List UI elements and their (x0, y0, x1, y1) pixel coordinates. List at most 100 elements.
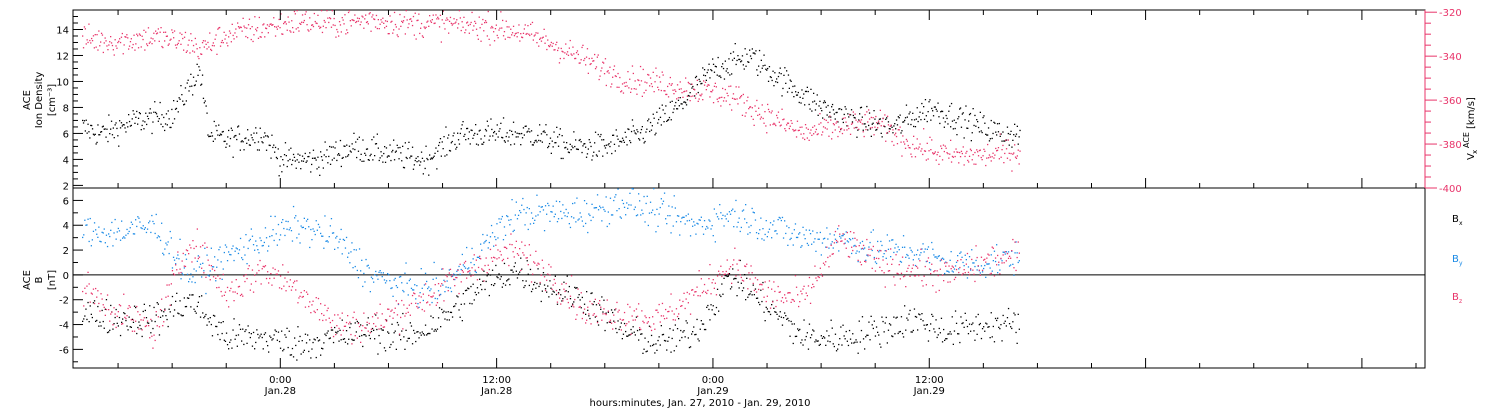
data-point (195, 270, 197, 272)
data-point (862, 244, 865, 247)
data-point (151, 335, 153, 337)
data-point (797, 328, 799, 330)
data-point (585, 156, 588, 158)
data-point (853, 342, 855, 344)
data-point (228, 30, 231, 32)
data-point (237, 286, 240, 288)
data-point (290, 230, 293, 232)
data-point (842, 117, 844, 119)
data-point (238, 27, 241, 29)
data-point (266, 24, 269, 26)
data-point (888, 240, 891, 242)
data-point (669, 76, 671, 79)
data-point (226, 260, 229, 262)
data-point (782, 317, 785, 319)
data-point (289, 227, 291, 229)
data-point (533, 35, 535, 37)
data-point (142, 310, 144, 313)
data-point (971, 258, 973, 261)
data-point (197, 55, 199, 58)
data-point (908, 313, 910, 315)
data-point (258, 337, 260, 339)
data-point (900, 132, 902, 134)
data-point (548, 263, 550, 266)
data-point (168, 118, 170, 120)
data-point (786, 318, 788, 320)
data-point (324, 141, 326, 143)
data-point (986, 134, 988, 136)
data-point (749, 106, 752, 108)
data-point (662, 109, 664, 111)
data-point (156, 325, 158, 327)
data-point (997, 254, 999, 257)
data-point (581, 46, 583, 49)
data-point (650, 211, 653, 214)
data-point (869, 241, 871, 244)
data-point (111, 311, 113, 313)
data-point (552, 284, 554, 286)
data-point (968, 120, 970, 122)
data-point (952, 266, 954, 268)
data-point (337, 31, 339, 33)
data-point (481, 288, 483, 291)
data-point (534, 34, 536, 36)
data-point (274, 35, 277, 37)
data-point (843, 113, 845, 116)
data-point (710, 304, 712, 306)
data-point (433, 22, 435, 25)
data-point (474, 269, 476, 271)
data-point (667, 85, 669, 88)
data-point (985, 261, 987, 263)
data-point (226, 42, 228, 44)
data-point (143, 29, 145, 31)
data-point (216, 287, 218, 289)
data-point (818, 105, 820, 107)
data-point (153, 223, 155, 225)
data-point (295, 215, 297, 217)
data-point (124, 127, 126, 129)
data-point (575, 148, 578, 150)
data-point (464, 133, 466, 136)
data-point (305, 291, 308, 293)
data-point (430, 315, 432, 317)
data-point (243, 25, 245, 27)
data-point (169, 311, 171, 313)
data-point (660, 124, 662, 126)
data-point (222, 42, 224, 44)
data-point (259, 127, 261, 129)
data-point (815, 277, 817, 279)
data-point (122, 237, 124, 239)
data-point (514, 247, 516, 249)
data-point (579, 62, 581, 64)
data-point (984, 150, 986, 152)
data-point (791, 298, 793, 301)
tick-label: -320 (1439, 8, 1462, 19)
data-point (190, 247, 192, 249)
data-point (135, 116, 137, 118)
data-point (161, 45, 163, 48)
data-point (781, 297, 784, 299)
data-point (509, 243, 511, 246)
data-point (1008, 255, 1011, 257)
data-point (245, 274, 247, 276)
data-point (574, 202, 576, 204)
data-point (470, 21, 472, 24)
data-point (737, 103, 739, 105)
data-point (261, 336, 263, 339)
data-point (250, 333, 252, 335)
data-point (580, 141, 582, 143)
data-point (702, 233, 705, 235)
data-point (183, 36, 186, 38)
data-point (493, 40, 496, 42)
data-point (913, 119, 916, 121)
data-point (915, 118, 917, 120)
data-point (164, 40, 166, 42)
data-point (453, 132, 455, 134)
data-point (169, 304, 171, 306)
data-point (347, 155, 349, 157)
data-point (955, 268, 958, 271)
data-point (568, 285, 570, 288)
data-point (302, 226, 304, 228)
data-point (218, 321, 220, 323)
data-point (393, 279, 395, 281)
